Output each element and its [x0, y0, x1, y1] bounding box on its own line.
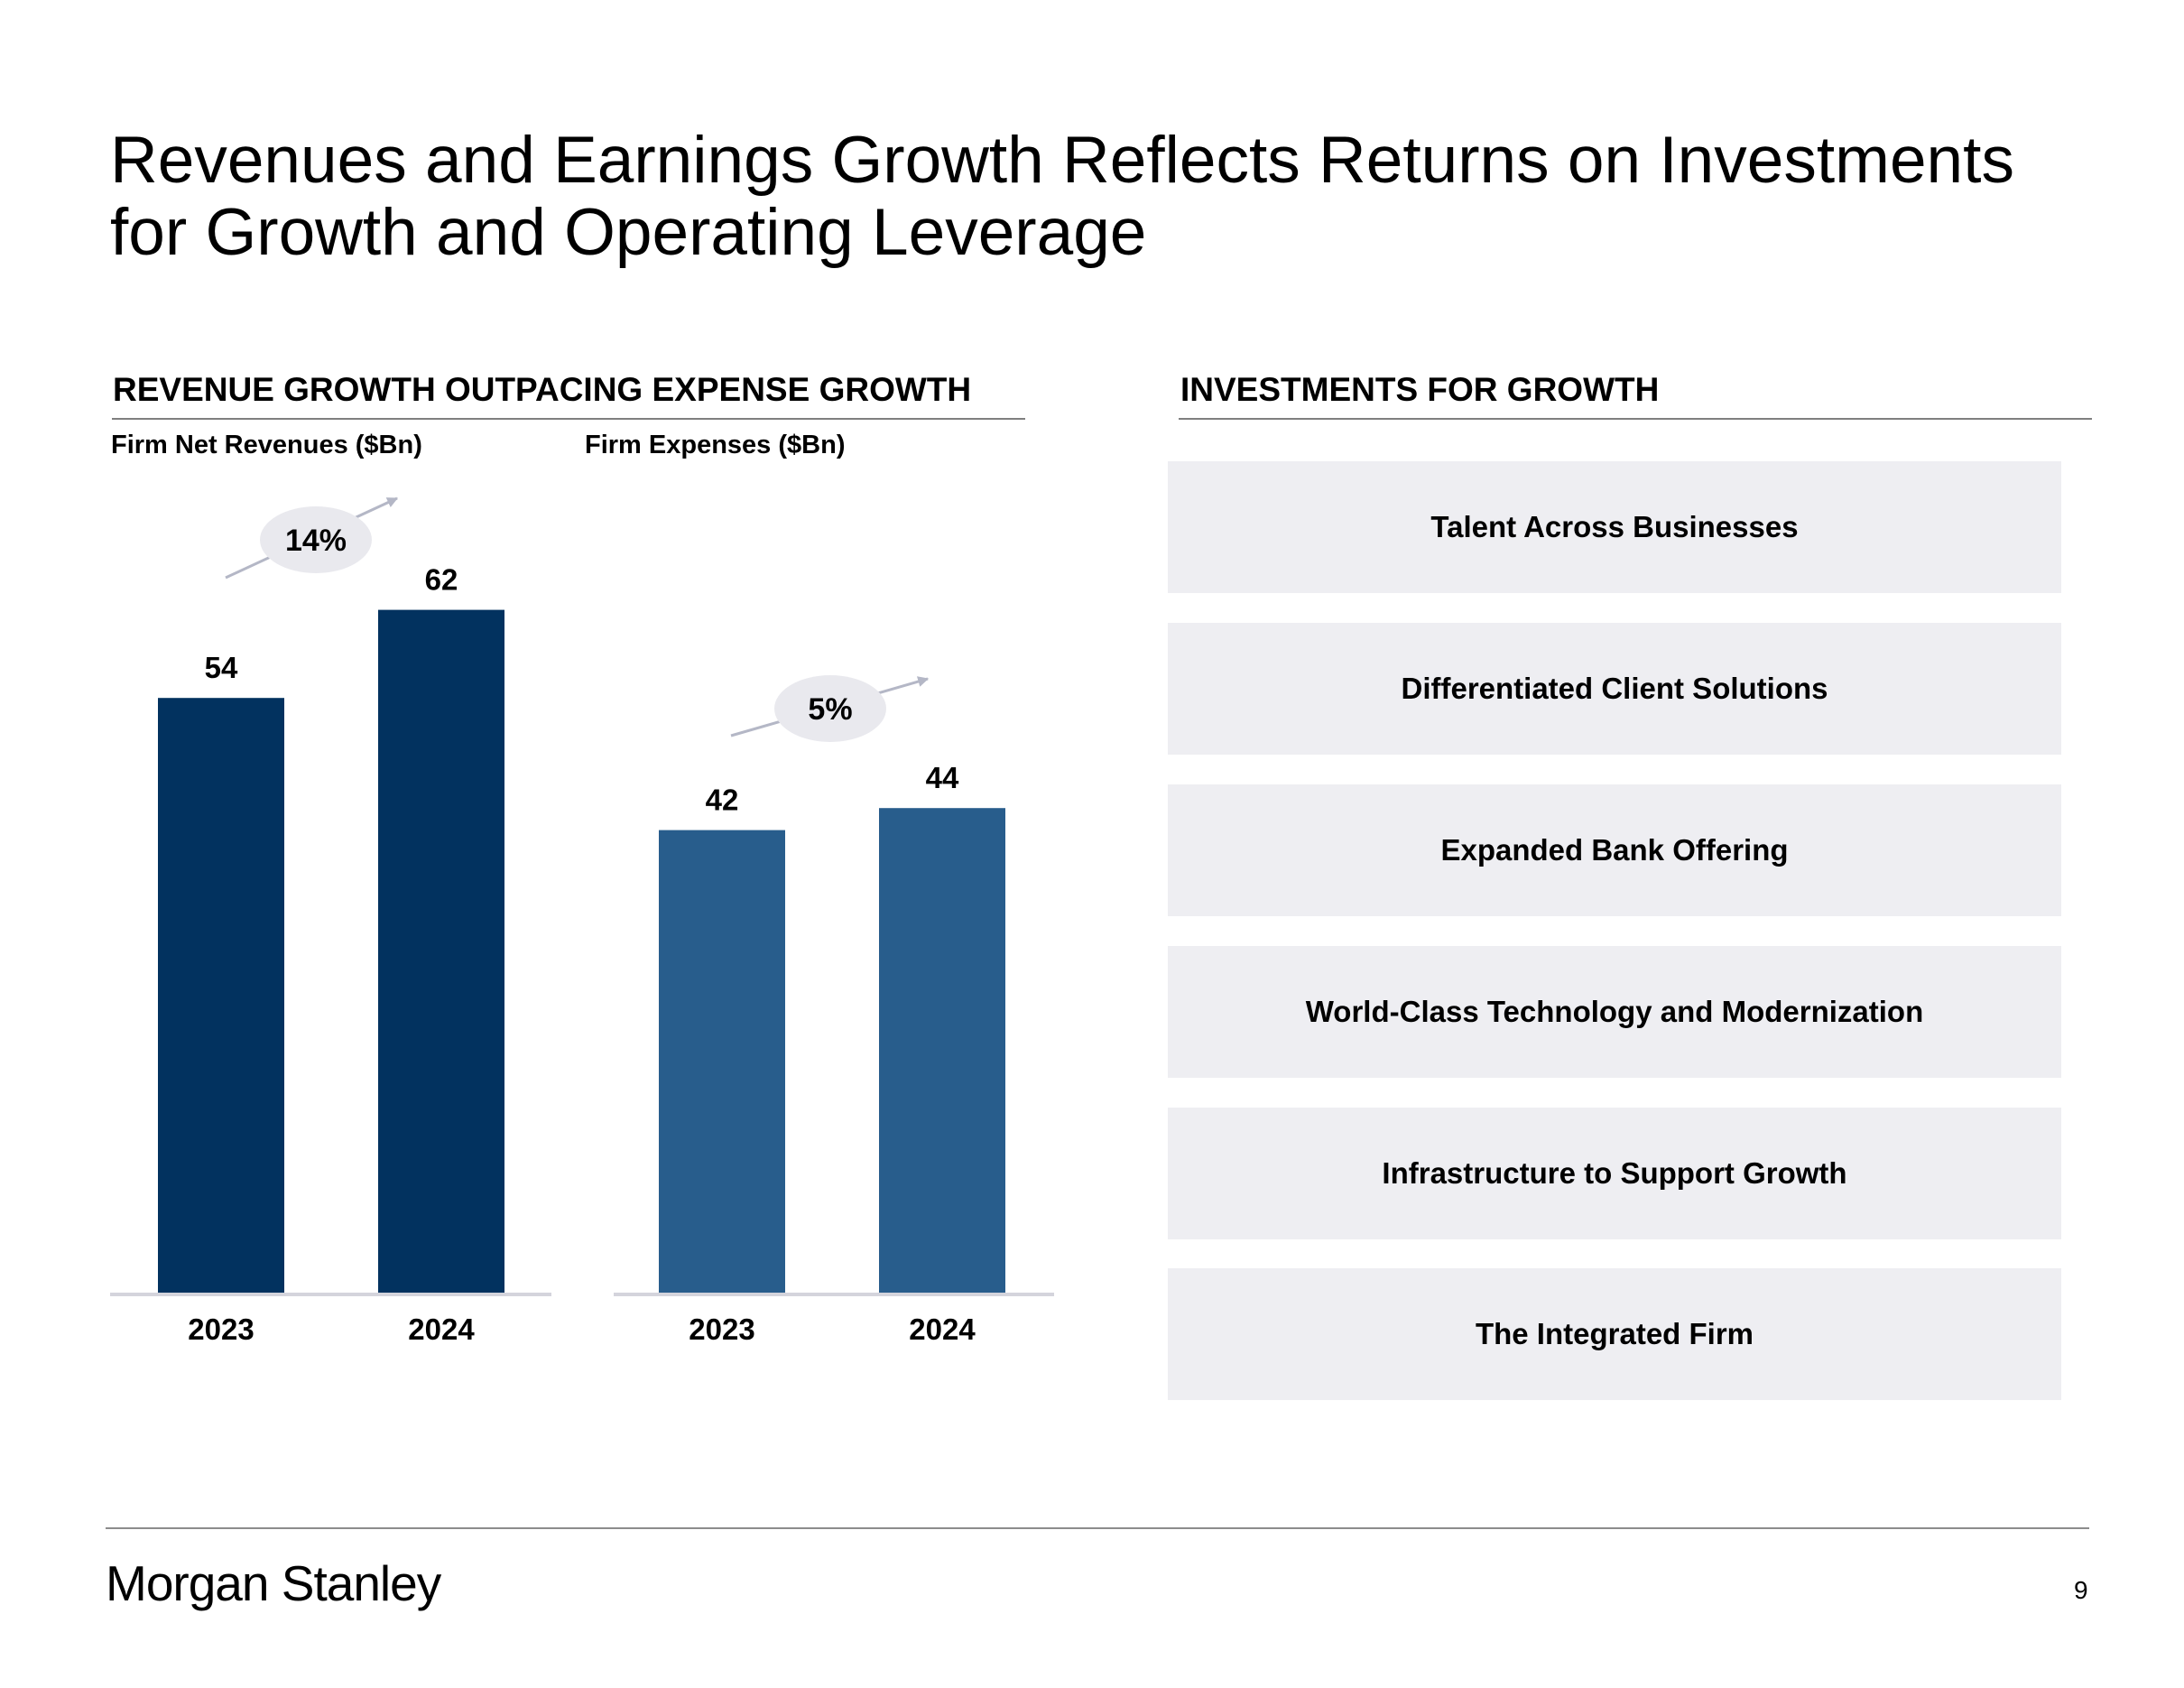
- expense-tick-label-2024: 2024: [909, 1312, 976, 1346]
- page-title: Revenues and Earnings Growth Reflects Re…: [110, 125, 2132, 269]
- revenue-growth-label: 14%: [285, 524, 347, 558]
- expense-tick-label-2023: 2023: [689, 1312, 754, 1346]
- investment-item-label: World-Class Technology and Modernization: [1305, 995, 1924, 1028]
- investment-item-label: Differentiated Client Solutions: [1401, 672, 1828, 705]
- investment-item-label: Expanded Bank Offering: [1440, 833, 1789, 867]
- footer-rule: [106, 1527, 2089, 1529]
- expense-bar-2024: [879, 808, 1005, 1293]
- right-section-heading: INVESTMENTS FOR GROWTH: [1180, 371, 1660, 408]
- expense-chart-title: Firm Expenses ($Bn): [585, 431, 846, 459]
- expense-bar-2023: [659, 830, 785, 1293]
- revenue-data-label-2024: 62: [425, 563, 458, 597]
- revenue-bar-2023: [158, 698, 284, 1293]
- expense-data-label-2024: 44: [926, 761, 959, 794]
- revenue-chart-title: Firm Net Revenues ($Bn): [111, 431, 422, 459]
- brand-logo: Morgan Stanley: [106, 1555, 441, 1611]
- investment-item-bank-offering: Expanded Bank Offering: [1168, 784, 2061, 916]
- revenue-bar-2024: [378, 609, 504, 1293]
- investment-item-infrastructure: Infrastructure to Support Growth: [1168, 1108, 2061, 1239]
- investment-item-talent: Talent Across Businesses: [1168, 461, 2061, 593]
- investment-item-label: Infrastructure to Support Growth: [1382, 1156, 1847, 1190]
- revenue-growth-bubble: [260, 506, 372, 573]
- investment-item-label: The Integrated Firm: [1475, 1317, 1754, 1350]
- revenue-tick-label-2024: 2024: [408, 1312, 475, 1346]
- revenue-data-label-2023: 54: [205, 651, 238, 684]
- left-section-rule: [112, 418, 1025, 420]
- investment-item-integrated-firm: The Integrated Firm: [1168, 1268, 2061, 1400]
- title-line-1: Revenues and Earnings Growth Reflects Re…: [110, 124, 2014, 197]
- expense-growth-bubble: [774, 675, 886, 742]
- investment-item-label: Talent Across Businesses: [1430, 510, 1799, 543]
- right-section-rule: [1179, 418, 2092, 420]
- investment-item-technology: World-Class Technology and Modernization: [1168, 946, 2061, 1078]
- revenue-tick-label-2023: 2023: [188, 1312, 254, 1346]
- left-section-heading: REVENUE GROWTH OUTPACING EXPENSE GROWTH: [113, 371, 972, 408]
- page-number: 9: [2074, 1576, 2088, 1604]
- expense-data-label-2023: 42: [706, 784, 739, 817]
- expense-growth-label: 5%: [808, 692, 852, 727]
- investment-item-client-solutions: Differentiated Client Solutions: [1168, 623, 2061, 755]
- title-line-2: for Growth and Operating Leverage: [110, 196, 1147, 269]
